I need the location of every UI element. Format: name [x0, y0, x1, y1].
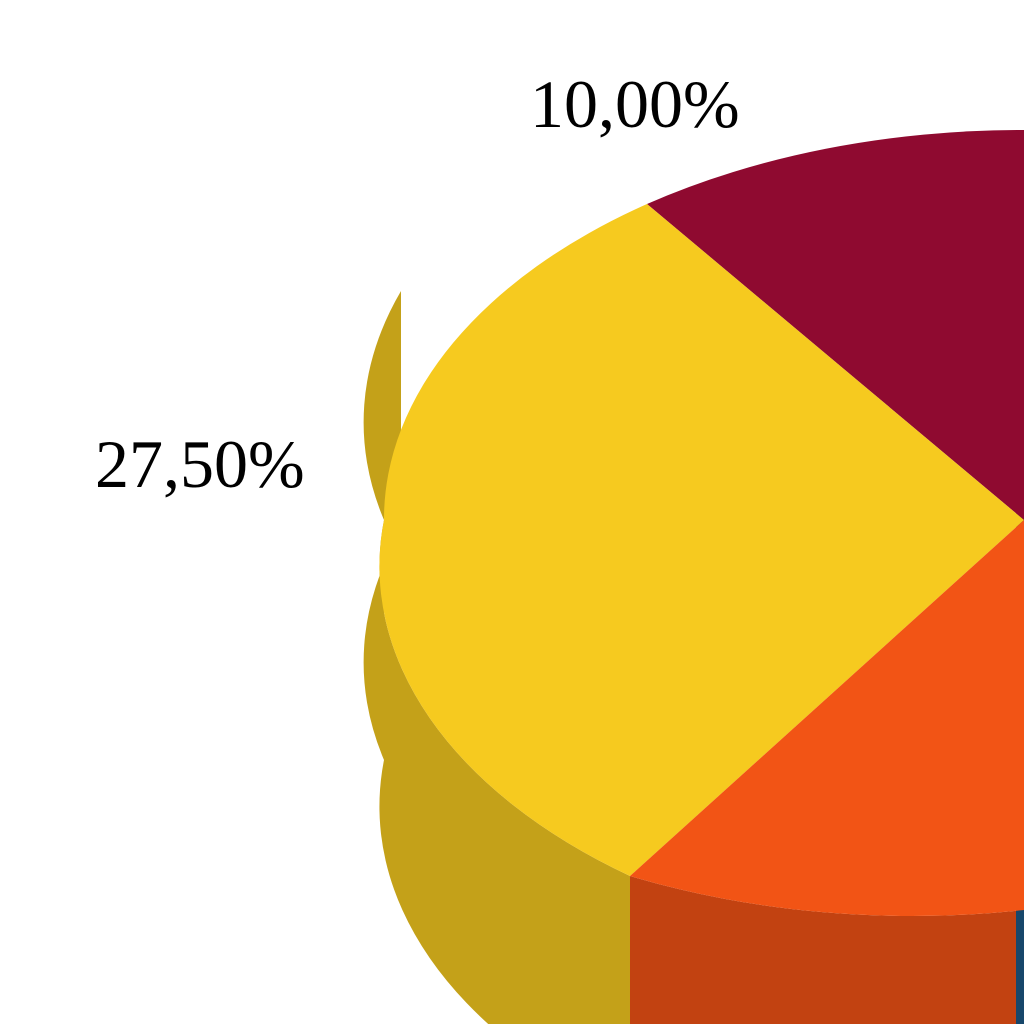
slice-label-maroon: 10,00%	[530, 65, 740, 144]
pie-chart-3d: 10,00% 27,50%	[0, 0, 1024, 1024]
pie-chart-svg	[0, 0, 1024, 1024]
slice-label-yellow: 27,50%	[95, 425, 305, 504]
